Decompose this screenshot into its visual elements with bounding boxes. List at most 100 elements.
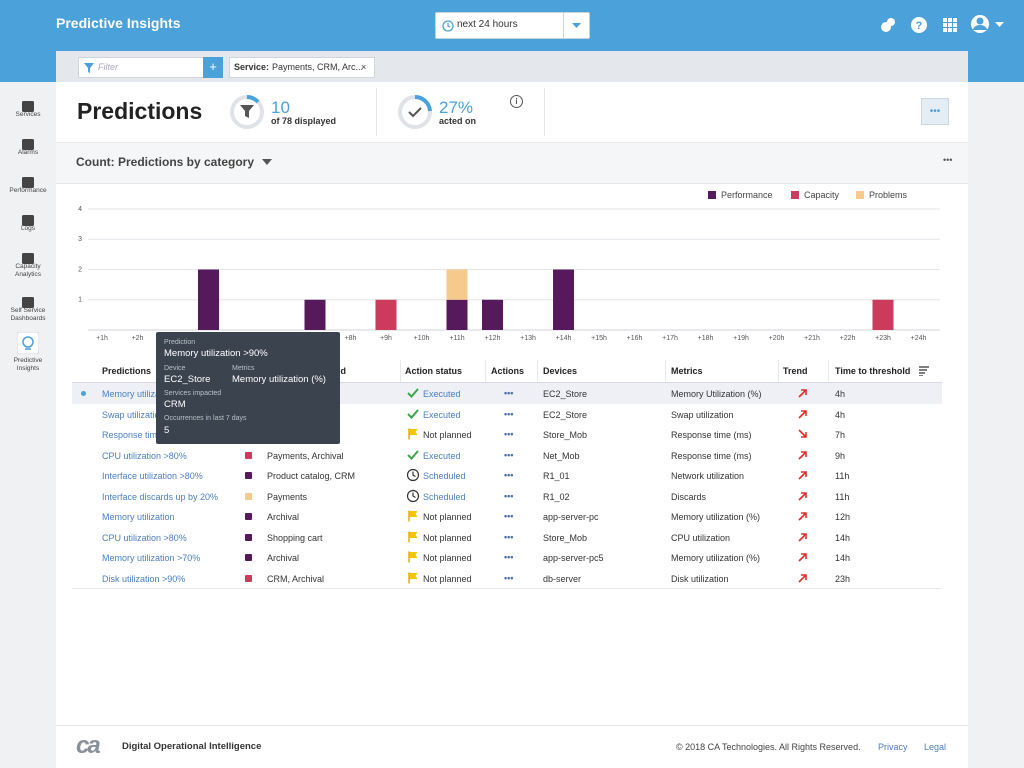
tooltip-value: EC2_Store bbox=[164, 374, 211, 385]
page-title: Predictions bbox=[77, 98, 203, 124]
apps-icon[interactable] bbox=[943, 18, 957, 32]
tooltip-label: Metrics bbox=[232, 365, 255, 372]
acted-gauge bbox=[398, 94, 432, 129]
x-tick-label: +11h bbox=[449, 335, 464, 342]
nav-label: Alarms bbox=[17, 149, 39, 156]
x-tick-label: +20h bbox=[769, 335, 785, 342]
tooltip-value: CRM bbox=[164, 399, 186, 410]
divider bbox=[544, 88, 545, 136]
chart: 1234+1h+2h+3h+4h+5h+6h+7h+8h+9h+10h+11h+… bbox=[78, 190, 940, 342]
x-tick-label: +12h bbox=[485, 335, 501, 342]
nav-icon bbox=[22, 139, 34, 150]
nav-item[interactable]: Capacity Analytics bbox=[0, 244, 56, 288]
bar bbox=[446, 299, 468, 330]
more-button[interactable]: ••• bbox=[921, 98, 949, 125]
bar bbox=[553, 269, 574, 330]
filter-chip[interactable]: Service: Payments, CRM, Arc... × bbox=[229, 57, 375, 78]
help-icon[interactable]: ? bbox=[911, 17, 927, 33]
legend-swatch bbox=[791, 191, 799, 199]
legend-label: Capacity bbox=[804, 190, 840, 200]
x-tick-label: +2h bbox=[132, 335, 144, 342]
chip-value: Payments, CRM, Arc... bbox=[272, 62, 364, 72]
x-tick-label: +14h bbox=[556, 335, 572, 342]
app-title: Predictive Insights bbox=[56, 15, 181, 31]
footer-logo: ca bbox=[76, 732, 101, 759]
footer-legal-link[interactable]: Legal bbox=[924, 742, 947, 752]
divider bbox=[376, 88, 377, 136]
y-tick-label: 1 bbox=[78, 297, 82, 304]
chart-section-title[interactable]: Count: Predictions by category bbox=[76, 155, 255, 169]
chip-key: Service: bbox=[234, 62, 270, 72]
nav-item[interactable]: Services bbox=[0, 92, 56, 136]
x-tick-label: +22h bbox=[840, 335, 856, 342]
legend-label: Problems bbox=[869, 190, 908, 200]
caret bbox=[572, 23, 581, 28]
displayed-label: of 78 displayed bbox=[271, 116, 337, 126]
clock-icon bbox=[442, 20, 454, 32]
bar bbox=[198, 269, 219, 330]
header-icons: ? bbox=[881, 15, 1004, 33]
sidebar bbox=[0, 82, 56, 768]
tooltip-label: Occurrences in last 7 days bbox=[164, 415, 247, 422]
bar bbox=[446, 269, 468, 300]
tooltip-label: Device bbox=[164, 365, 186, 372]
y-tick-label: 4 bbox=[78, 206, 82, 213]
bar bbox=[304, 299, 326, 330]
x-tick-label: +10h bbox=[414, 335, 430, 342]
tooltip-label: Services impacted bbox=[164, 390, 222, 397]
nav-icon bbox=[17, 332, 39, 354]
x-tick-label: +18h bbox=[698, 335, 714, 342]
displayed-gauge bbox=[230, 95, 264, 129]
acted-percent: 27% bbox=[439, 98, 474, 117]
nav-item[interactable]: Logs bbox=[0, 206, 56, 250]
nav-item[interactable]: Performance bbox=[0, 168, 56, 212]
dropdown-button[interactable] bbox=[563, 13, 589, 38]
nav-icon bbox=[22, 215, 34, 226]
x-tick-label: +17h bbox=[662, 335, 678, 342]
x-tick-label: +21h bbox=[804, 335, 820, 342]
time-range-select[interactable]: next 24 hours bbox=[435, 12, 590, 39]
x-tick-label: +16h bbox=[627, 335, 643, 342]
legend-label: Performance bbox=[721, 190, 773, 200]
chart-section-caret[interactable] bbox=[260, 157, 274, 167]
filter-placeholder: Filter bbox=[98, 62, 118, 72]
tooltip: Prediction Memory utilization >90% Devic… bbox=[156, 332, 340, 444]
footer-copyright: © 2018 CA Technologies. All Rights Reser… bbox=[676, 742, 861, 752]
nav-label: Capacity Analytics bbox=[14, 263, 41, 278]
nav-icon bbox=[22, 177, 34, 188]
x-tick-label: +13h bbox=[520, 335, 536, 342]
nav-label: Performance bbox=[9, 187, 47, 194]
chip-close[interactable]: × bbox=[361, 62, 367, 72]
bar bbox=[872, 299, 894, 330]
info-icon[interactable]: i bbox=[510, 95, 523, 108]
filter-icon bbox=[84, 63, 94, 73]
user-menu[interactable] bbox=[971, 15, 1004, 33]
x-tick-label: +24h bbox=[911, 335, 927, 342]
displayed-count: 10 bbox=[271, 98, 290, 117]
filter-add-button[interactable]: + bbox=[203, 57, 223, 78]
bar bbox=[482, 299, 503, 330]
nav-label: Logs bbox=[20, 225, 36, 232]
nav-icon bbox=[22, 253, 34, 264]
footer-privacy-link[interactable]: Privacy bbox=[878, 742, 908, 752]
notifications-icon[interactable] bbox=[881, 18, 895, 32]
bar bbox=[375, 299, 397, 330]
nav-item[interactable]: Predictive Insights bbox=[0, 332, 56, 376]
chart-section-more[interactable]: ••• bbox=[943, 155, 953, 165]
nav-icon bbox=[22, 297, 34, 308]
svg-text:?: ? bbox=[916, 20, 923, 32]
nav-label: Predictive Insights bbox=[13, 357, 43, 372]
nav-icon bbox=[22, 101, 34, 112]
nav-item[interactable]: Self Service Dashboards bbox=[0, 288, 56, 332]
tooltip-value: Memory utilization >90% bbox=[164, 348, 268, 359]
footer-product: Digital Operational Intelligence bbox=[122, 741, 262, 752]
x-tick-label: +23h bbox=[875, 335, 891, 342]
nav-item[interactable]: Alarms bbox=[0, 130, 56, 174]
tooltip-value: 5 bbox=[164, 425, 170, 436]
acted-label: acted on bbox=[439, 116, 477, 126]
filter-input[interactable]: Filter bbox=[78, 57, 204, 78]
footer-divider bbox=[56, 725, 968, 726]
y-tick-label: 2 bbox=[78, 266, 82, 273]
